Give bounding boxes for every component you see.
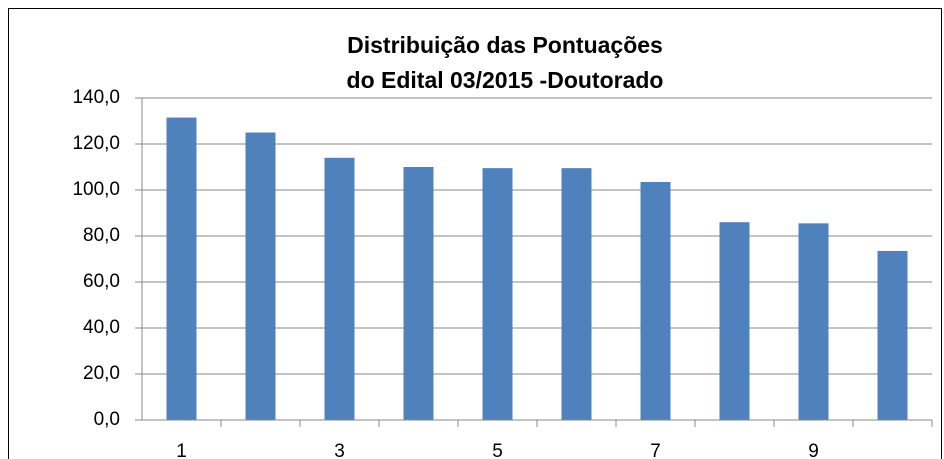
y-tick-label: 120,0 [72,133,120,154]
y-tick-label: 40,0 [83,317,120,338]
bar [324,157,355,421]
y-tick-label: 20,0 [83,363,120,384]
bar [245,132,276,420]
chart-title: Distribuição das Pontuações [347,32,663,58]
x-tick-label: 5 [492,441,503,459]
bar [877,250,908,420]
y-tick-label: 140,0 [72,87,120,108]
chart-border [8,8,942,459]
x-tick-label: 9 [808,441,819,459]
x-tick-label: 7 [650,441,661,459]
bar [719,222,750,420]
bar [640,181,671,420]
bar [166,117,197,421]
x-tick-label: 3 [334,441,345,459]
bar [798,223,829,420]
y-tick-label: 80,0 [83,225,120,246]
bar [403,167,434,420]
chart-title: do Edital 03/2015 -Doutorado [347,67,664,93]
bar [482,168,513,420]
x-tick-label: 1 [176,441,187,459]
y-tick-label: 60,0 [83,271,120,292]
y-tick-label: 100,0 [72,179,120,200]
y-tick-label: 0,0 [94,409,120,430]
bar [561,168,592,420]
